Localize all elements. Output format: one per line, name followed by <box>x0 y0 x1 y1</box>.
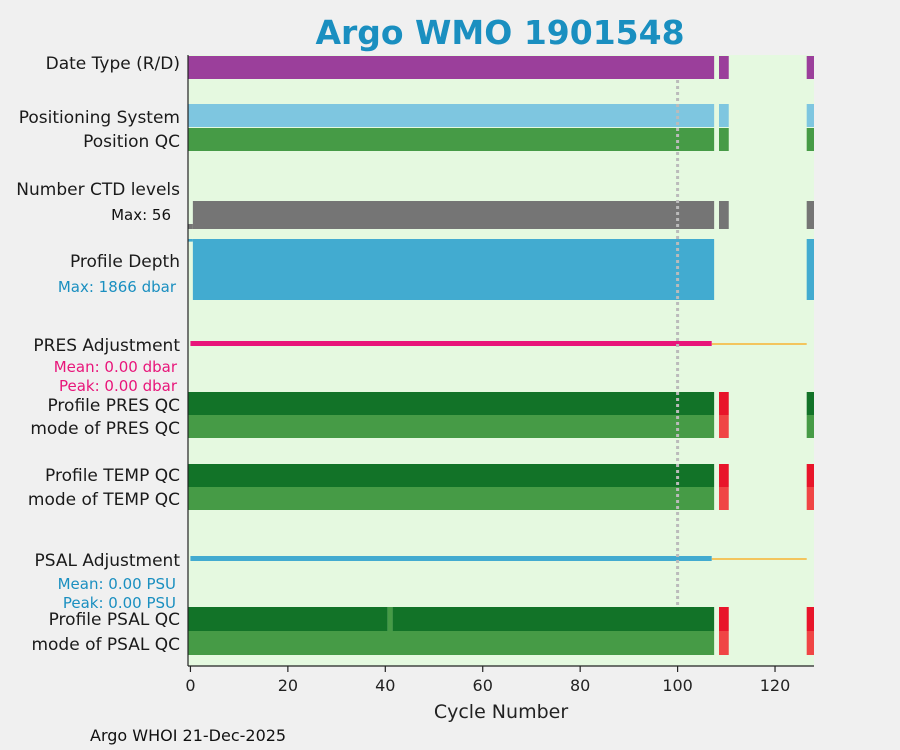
pres-adjustment-mean: Mean: 0.00 dbar <box>54 358 178 376</box>
bar-date-type-r-d-1 <box>719 56 729 79</box>
bar-position-qc-0 <box>188 128 715 151</box>
bar-profile-pres-qc-2 <box>806 392 814 415</box>
ctd-level-bar-0 <box>188 224 193 229</box>
bar-mode-of-temp-qc-1 <box>719 487 729 510</box>
x-tick-label-80: 80 <box>570 676 590 695</box>
row-label-profile-psal-qc: Profile PSAL QC <box>49 610 180 630</box>
row-label-date-type-r-d: Date Type (R/D) <box>46 54 180 74</box>
bar-profile-psal-qc-3 <box>719 607 729 631</box>
psal-adjustment-peak: Peak: 0.00 PSU <box>63 594 176 612</box>
x-tick-label-100: 100 <box>662 676 693 695</box>
profile-depth-max-label: Max: 1866 dbar <box>58 278 177 296</box>
row-label-positioning-system: Positioning System <box>19 108 180 128</box>
ctd-level-bar-1 <box>192 201 715 229</box>
bar-profile-temp-qc-1 <box>719 464 729 487</box>
profile-depth-bar-2 <box>806 239 814 300</box>
row-label-psal-adjustment: PSAL Adjustment <box>35 551 181 571</box>
bar-mode-of-temp-qc-0 <box>188 487 715 510</box>
pres-adjustment-peak: Peak: 0.00 dbar <box>59 377 178 395</box>
ctd-level-bar-2 <box>719 201 729 229</box>
row-label-mode-of-pres-qc: mode of PRES QC <box>30 419 180 439</box>
psal-adjustment-jitter-0 <box>239 558 246 561</box>
psal-adjustment-jitter-4 <box>677 558 684 561</box>
bar-positioning-system-0 <box>188 104 715 127</box>
bar-profile-psal-qc-4 <box>806 607 814 631</box>
bar-position-qc-2 <box>806 128 814 151</box>
x-tick-label-120: 120 <box>760 676 791 695</box>
x-tick-label-60: 60 <box>473 676 493 695</box>
ctd-max-label: Max: 56 <box>111 206 171 224</box>
bar-profile-pres-qc-1 <box>719 392 729 415</box>
row-label-profile-pres-qc: Profile PRES QC <box>47 396 180 416</box>
bar-position-qc-1 <box>719 128 729 151</box>
row-label-profile-temp-qc: Profile TEMP QC <box>45 466 180 486</box>
row-label-position-qc: Position QC <box>83 132 180 152</box>
bar-mode-of-pres-qc-0 <box>188 415 715 438</box>
bar-positioning-system-2 <box>806 104 814 127</box>
row-label-mode-of-psal-qc: mode of PSAL QC <box>31 635 180 655</box>
bar-mode-of-psal-qc-1 <box>719 631 729 655</box>
bar-mode-of-temp-qc-2 <box>806 487 814 510</box>
bar-mode-of-pres-qc-1 <box>719 415 729 438</box>
bar-profile-temp-qc-2 <box>806 464 814 487</box>
bar-mode-of-pres-qc-2 <box>806 415 814 438</box>
profile-depth-bar-1 <box>192 239 715 300</box>
psal-adjustment-jitter-2 <box>458 558 465 561</box>
bar-date-type-r-d-0 <box>188 56 715 79</box>
chart-title: Argo WMO 1901548 <box>315 13 684 52</box>
bar-positioning-system-1 <box>719 104 729 127</box>
psal-adjustment-jitter-3 <box>604 558 611 561</box>
x-tick-label-0: 0 <box>185 676 195 695</box>
x-tick-label-40: 40 <box>375 676 395 695</box>
footer-credit: Argo WHOI 21-Dec-2025 <box>90 726 286 745</box>
bar-profile-temp-qc-0 <box>188 464 715 487</box>
bar-profile-psal-qc-0 <box>188 607 388 631</box>
row-label-profile-depth: Profile Depth <box>70 252 180 272</box>
bar-profile-psal-qc-2 <box>392 607 715 631</box>
row-label-number-ctd-levels: Number CTD levels <box>16 180 180 200</box>
pres-adjustment-line <box>190 341 712 346</box>
ctd-level-bar-3 <box>806 201 814 229</box>
psal-adjustment-jitter-1 <box>336 558 343 561</box>
row-label-pres-adjustment: PRES Adjustment <box>33 336 180 356</box>
x-axis-label: Cycle Number <box>434 701 568 723</box>
row-label-mode-of-temp-qc: mode of TEMP QC <box>28 490 180 510</box>
plot-background <box>188 55 814 666</box>
bar-profile-pres-qc-0 <box>188 392 715 415</box>
x-tick-label-20: 20 <box>278 676 298 695</box>
psal-adjustment-mean: Mean: 0.00 PSU <box>58 575 176 593</box>
profile-depth-bar-0 <box>188 239 193 242</box>
bar-profile-psal-qc-1 <box>387 607 393 631</box>
bar-date-type-r-d-2 <box>806 56 814 79</box>
bar-mode-of-psal-qc-0 <box>188 631 715 655</box>
bar-mode-of-psal-qc-2 <box>806 631 814 655</box>
psal-adjustment-line <box>190 556 712 561</box>
